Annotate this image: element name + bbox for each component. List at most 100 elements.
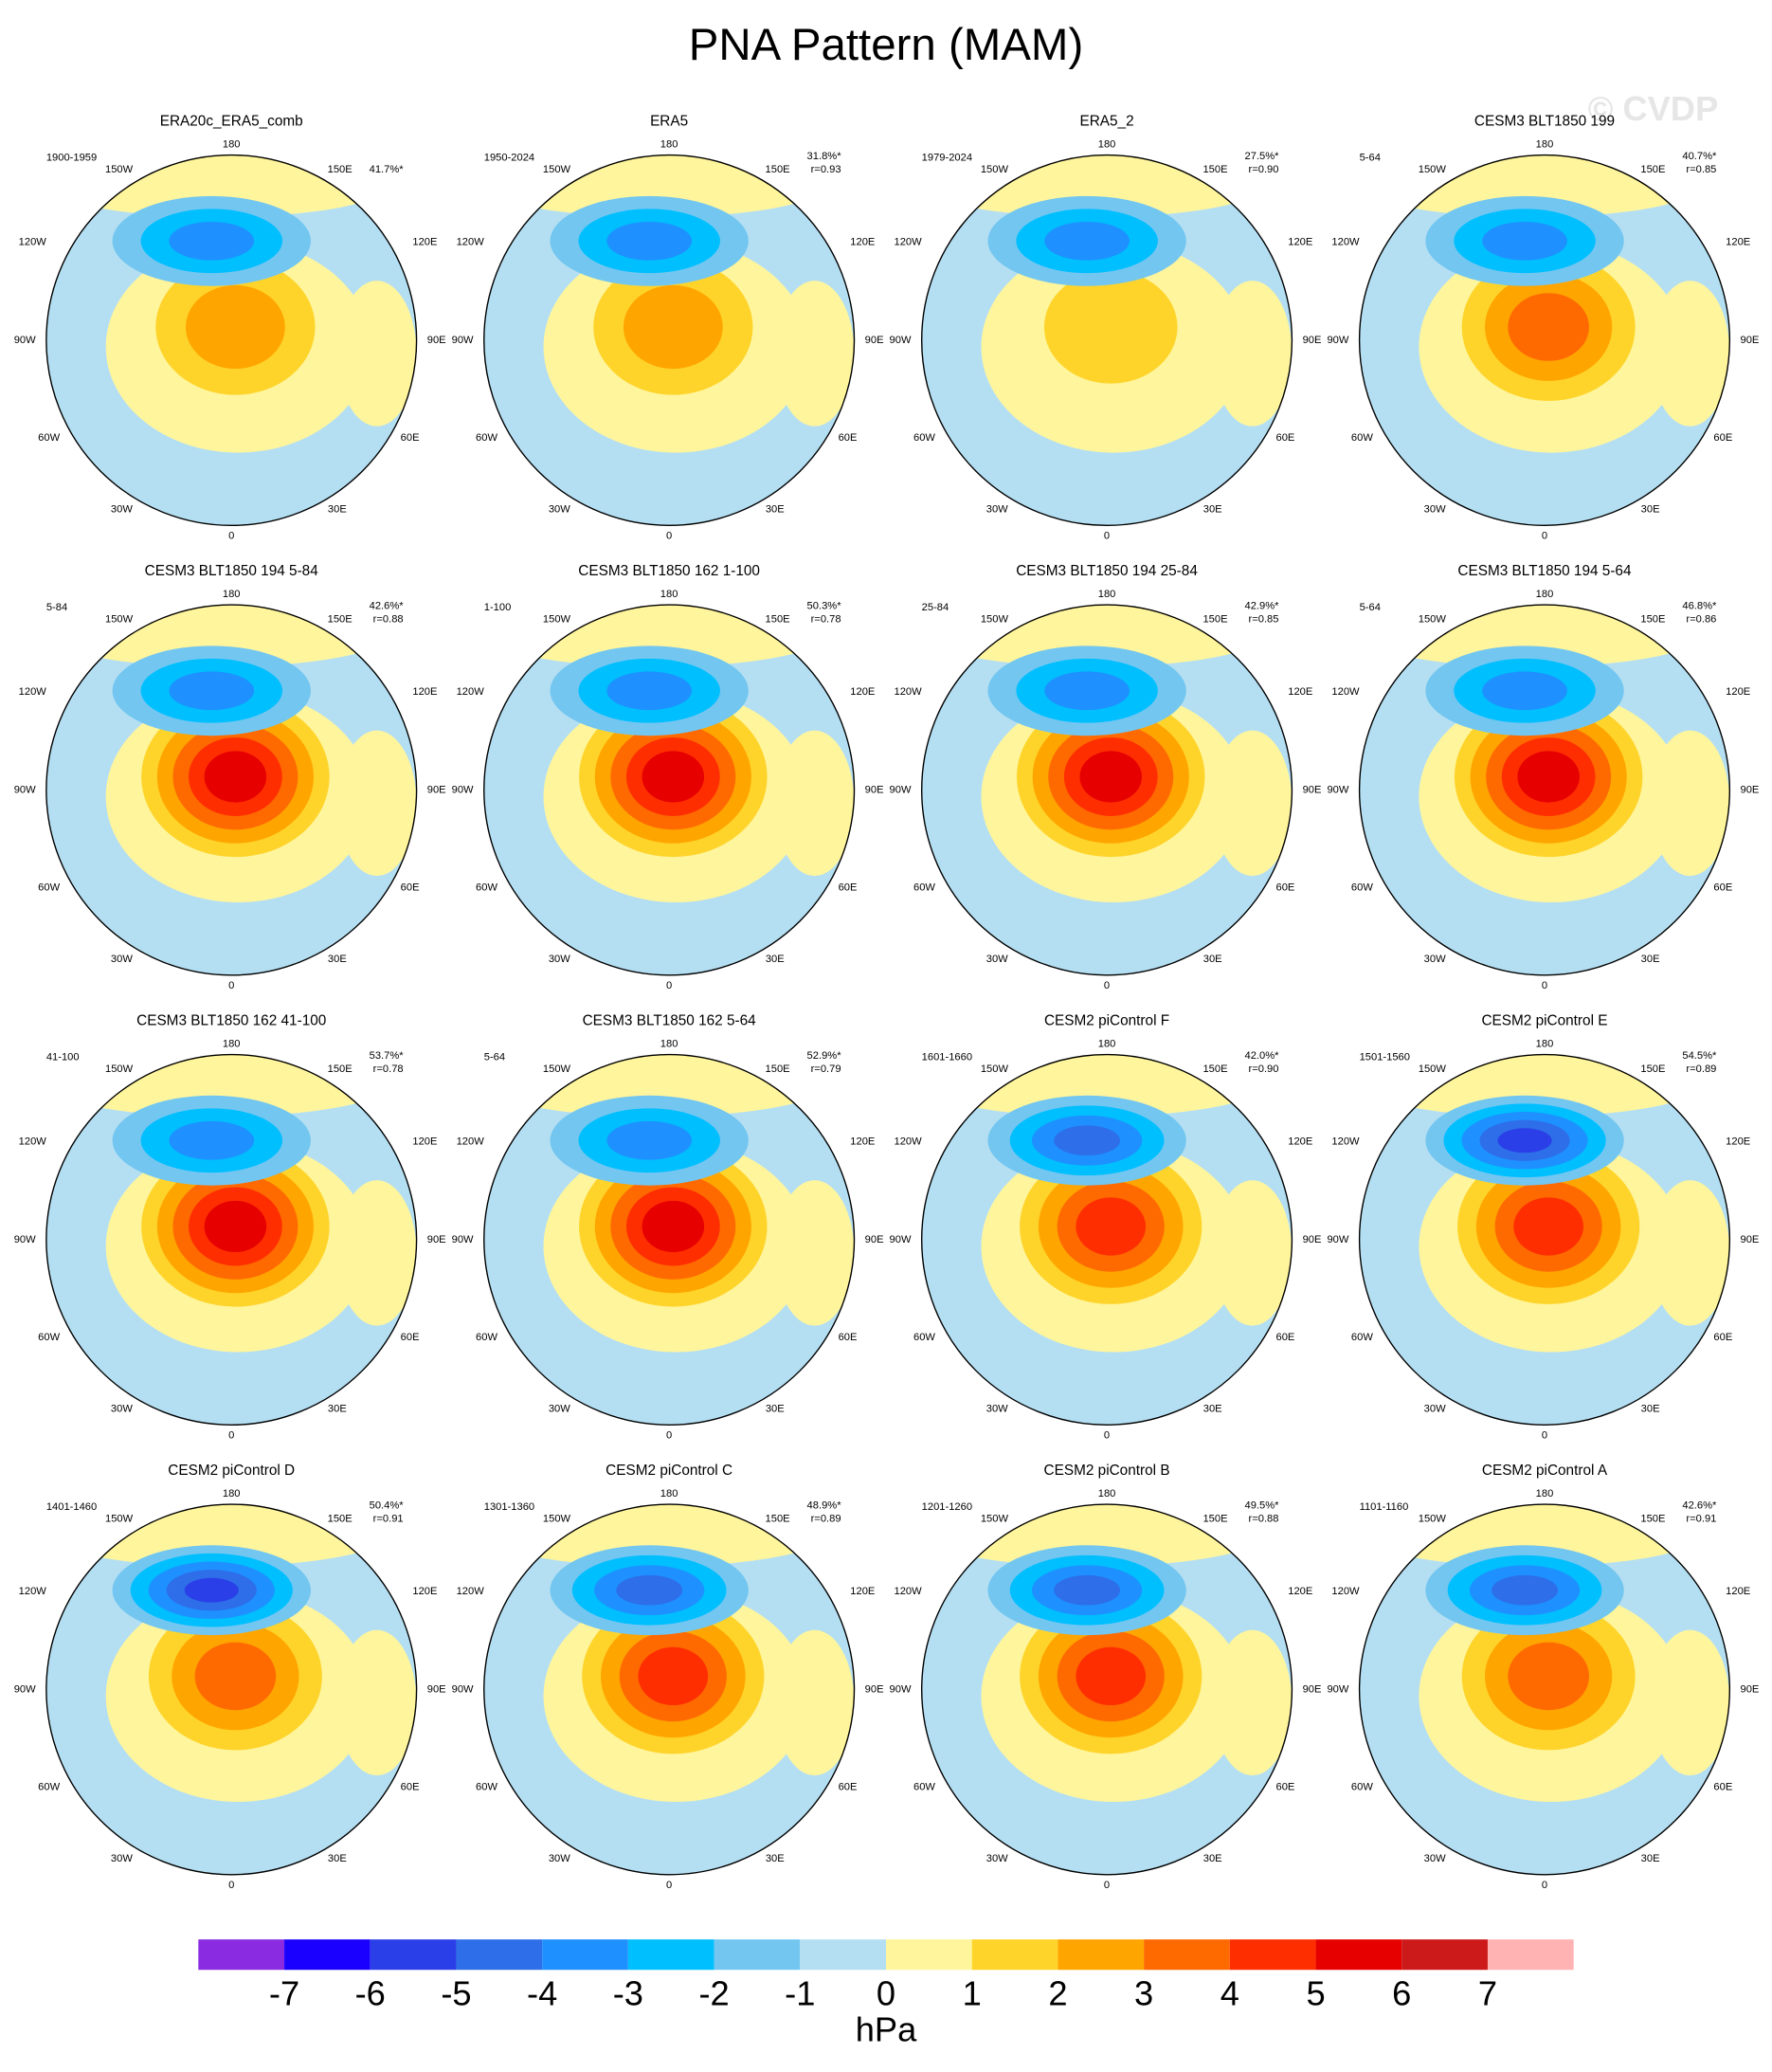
longitude-label: 90W — [452, 1234, 474, 1245]
map-border — [483, 604, 856, 976]
longitude-label: 90W — [890, 1683, 912, 1695]
field-high — [1517, 751, 1580, 803]
panel-title: CESM3 BLT1850 162 41-100 — [136, 1013, 326, 1029]
panel-title: CESM3 BLT1850 194 5-64 — [1457, 563, 1632, 579]
longitude-label: 120W — [19, 1586, 47, 1597]
longitude-label: 30E — [766, 1403, 785, 1414]
longitude-label: 0 — [666, 530, 672, 541]
panel-period: 25-84 — [922, 602, 949, 613]
map-border — [920, 1053, 1293, 1426]
panel-correlation: r=0.78 — [373, 1063, 404, 1075]
colorbar-label: -5 — [441, 1974, 471, 2013]
longitude-label: 150W — [105, 1063, 134, 1075]
longitude-label: 150E — [328, 1063, 353, 1075]
longitude-label: 0 — [666, 980, 672, 991]
longitude-label: 120E — [850, 686, 875, 698]
longitude-label: 180 — [660, 1038, 678, 1049]
field-high — [1508, 293, 1589, 361]
longitude-label: 90E — [865, 784, 884, 795]
longitude-label: 30W — [1424, 504, 1446, 516]
map-border — [45, 1503, 418, 1876]
longitude-label: 120E — [850, 1136, 875, 1148]
longitude-label: 60E — [1276, 1782, 1295, 1793]
field-positive — [336, 1629, 417, 1776]
colorbar-label: 7 — [1478, 1974, 1497, 2013]
longitude-label: 30E — [1203, 1853, 1222, 1864]
field-high — [1076, 1646, 1147, 1706]
longitude-label: 120W — [19, 686, 47, 698]
colorbar-box — [1144, 1939, 1230, 1971]
longitude-label: 150E — [1640, 613, 1665, 625]
field-high — [204, 751, 267, 803]
longitude-label: 120W — [895, 237, 923, 248]
longitude-label: 0 — [1104, 530, 1110, 541]
longitude-label: 30E — [328, 954, 347, 965]
longitude-label: 150W — [981, 1063, 1009, 1075]
panel-variance: 49.5%* — [1244, 1499, 1279, 1511]
panel-correlation: r=0.90 — [1249, 1063, 1279, 1075]
longitude-label: 60E — [839, 1332, 858, 1343]
longitude-label: 180 — [1098, 138, 1116, 150]
panel-title: ERA20c_ERA5_comb — [160, 114, 303, 130]
field-positive — [1650, 730, 1730, 877]
longitude-label: 120E — [412, 1586, 437, 1597]
map-panel: CESM2 piControl C 1301-1360 48.9%* r=0.89 18… — [452, 1463, 884, 1891]
watermark: © CVDP — [1588, 89, 1719, 128]
longitude-label: 30W — [986, 954, 1008, 965]
panel-period: 1950-2024 — [484, 152, 534, 163]
longitude-label: 30W — [1424, 1853, 1446, 1864]
longitude-label: 30W — [986, 504, 1008, 516]
panel-period: 1-100 — [484, 602, 512, 613]
field-positive — [774, 1180, 855, 1326]
longitude-label: 60E — [1713, 1332, 1732, 1343]
panel-correlation: r=0.89 — [1686, 1063, 1716, 1075]
field-low — [606, 1120, 693, 1160]
map-border — [45, 1053, 418, 1426]
map-field — [45, 1504, 417, 1875]
longitude-label: 30W — [986, 1853, 1008, 1864]
map-panel: CESM3 BLT1850 162 1-100 1-100 50.3%* r=0.78… — [452, 563, 884, 991]
map-panel: CESM2 piControl E 1501-1560 54.5%*r=0.89 18… — [1327, 1013, 1759, 1442]
map-border — [483, 1053, 856, 1426]
field-positive — [774, 1629, 855, 1776]
longitude-label: 30E — [1641, 1853, 1660, 1864]
longitude-label: 60E — [839, 432, 858, 444]
longitude-label: 150W — [981, 613, 1009, 625]
longitude-label: 90W — [452, 335, 474, 346]
longitude-label: 180 — [223, 138, 241, 150]
longitude-label: 60E — [1276, 1332, 1295, 1343]
longitude-label: 150E — [328, 1513, 353, 1524]
map-field — [921, 605, 1293, 975]
longitude-label: 60W — [913, 1782, 935, 1793]
longitude-label: 150W — [105, 1513, 134, 1524]
colorbar-label: -2 — [698, 1974, 729, 2013]
panel-correlation: r=0.86 — [1686, 613, 1716, 625]
longitude-label: 150W — [981, 164, 1009, 175]
longitude-label: 150E — [1640, 164, 1665, 175]
longitude-label: 0 — [1104, 1429, 1110, 1441]
longitude-label: 60W — [913, 1332, 935, 1343]
longitude-label: 150E — [766, 613, 790, 625]
map-border — [483, 1503, 856, 1876]
field-high — [186, 284, 285, 370]
panel-period: 5-64 — [484, 1051, 505, 1063]
panel-correlation: r=0.88 — [1249, 1513, 1279, 1524]
map-border — [45, 154, 418, 527]
map-border — [920, 604, 1293, 976]
longitude-label: 180 — [1098, 589, 1116, 600]
longitude-label: 0 — [1542, 530, 1547, 541]
longitude-label: 90E — [1741, 1683, 1760, 1695]
map-panel: CESM3 BLT1850 194 25-84 25-84 42.9%* r=0.85… — [890, 563, 1322, 991]
field-high — [638, 1646, 709, 1706]
longitude-label: 180 — [223, 1488, 241, 1499]
longitude-label: 0 — [228, 1880, 234, 1891]
panel-correlation: r=0.93 — [811, 164, 841, 175]
longitude-label: 0 — [1104, 1880, 1110, 1891]
longitude-label: 60E — [1276, 882, 1295, 894]
field-low — [1482, 221, 1567, 261]
map-field — [1359, 154, 1730, 526]
longitude-label: 60E — [401, 882, 420, 894]
colorbar-label: 6 — [1392, 1974, 1411, 2013]
panel-period: 41-100 — [46, 1051, 80, 1063]
longitude-label: 120W — [895, 1136, 923, 1148]
